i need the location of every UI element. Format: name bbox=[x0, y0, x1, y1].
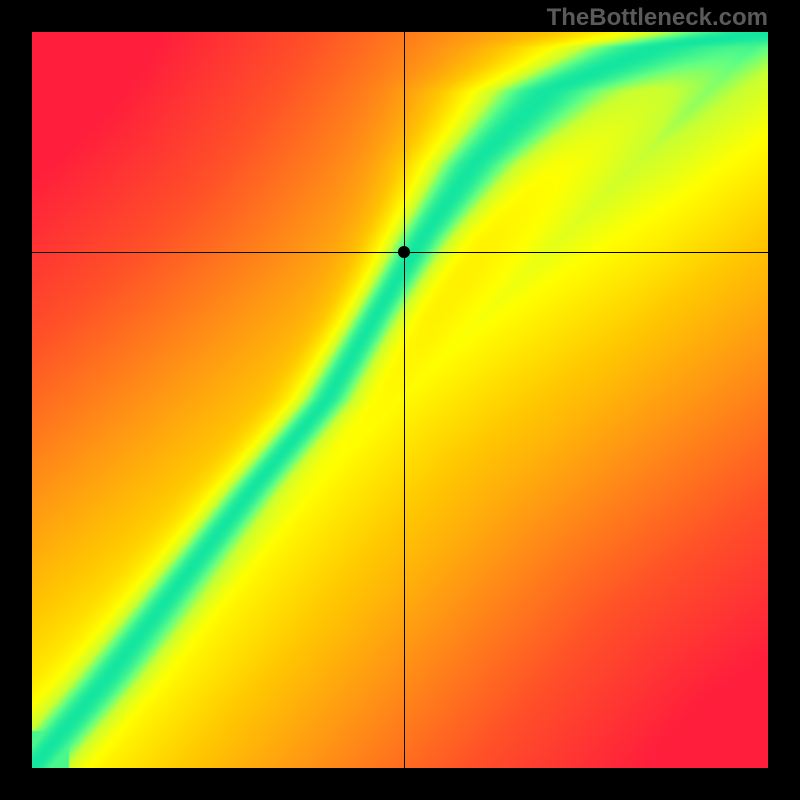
watermark-text: TheBottleneck.com bbox=[547, 4, 768, 32]
bottleneck-heatmap bbox=[32, 32, 768, 768]
crosshair-vertical bbox=[404, 32, 405, 768]
chart-container: TheBottleneck.com bbox=[0, 0, 800, 800]
crosshair-marker-dot bbox=[398, 246, 410, 258]
